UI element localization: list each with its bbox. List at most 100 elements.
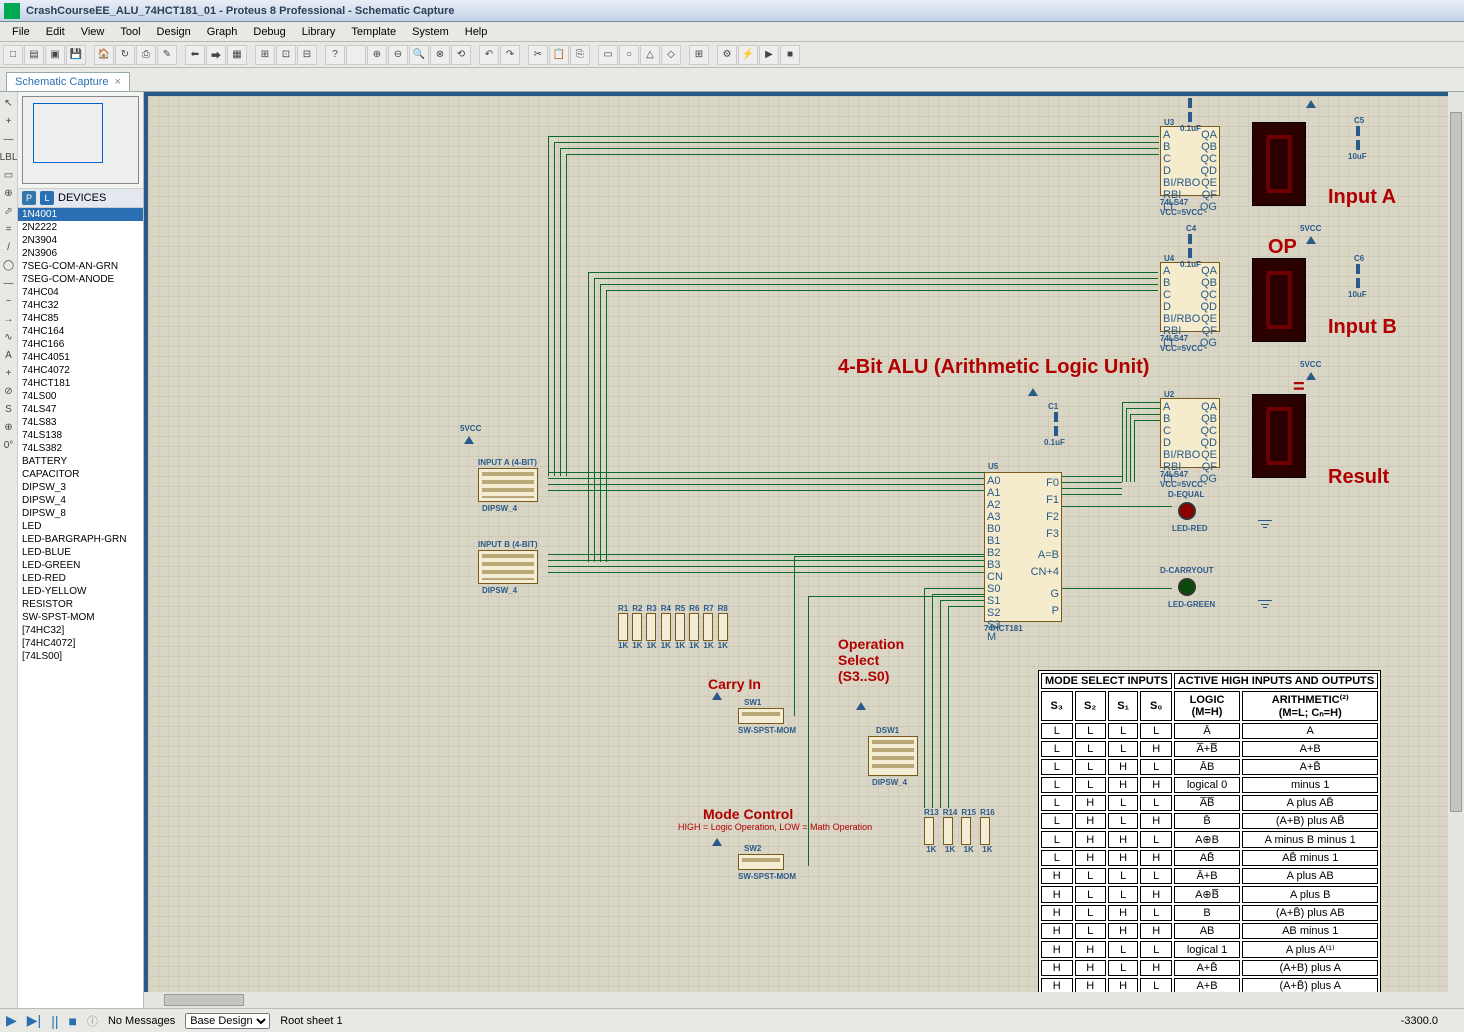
vtool-7[interactable]: =	[2, 222, 16, 236]
menu-template[interactable]: Template	[343, 24, 404, 40]
dipsw-op-select[interactable]	[868, 736, 918, 776]
h-scroll-thumb[interactable]	[164, 994, 244, 1006]
menu-library[interactable]: Library	[294, 24, 344, 40]
vtool-18[interactable]: ⊕	[2, 420, 16, 434]
vtool-2[interactable]: —	[2, 132, 16, 146]
device-item[interactable]: 74HC4072	[18, 364, 143, 377]
toolbar-btn-38[interactable]: ⊞	[689, 45, 709, 65]
overview-map[interactable]	[22, 96, 139, 184]
chip-alu-74hct181[interactable]: A0A1A2A3B0B1B2B3CNS0S1S2S3MF0F1F2F3A=BCN…	[984, 472, 1062, 622]
toolbar-btn-16[interactable]: ⊟	[297, 45, 317, 65]
device-item[interactable]: 74LS83	[18, 416, 143, 429]
play-icon[interactable]: ▶	[6, 1012, 17, 1029]
toolbar-btn-20[interactable]: ⊕	[367, 45, 387, 65]
toolbar-btn-1[interactable]: ▤	[24, 45, 44, 65]
toolbar-btn-35[interactable]: △	[640, 45, 660, 65]
l-icon[interactable]: L	[40, 191, 54, 205]
chip-decoder-u3[interactable]: ABCDBI/RBORBILTQAQBQCQDQEQFQG	[1160, 126, 1220, 196]
menu-view[interactable]: View	[73, 24, 113, 40]
device-item[interactable]: [74HC32]	[18, 624, 143, 637]
device-item[interactable]: 74HC32	[18, 299, 143, 312]
vtool-11[interactable]: ~	[2, 294, 16, 308]
switch-mode[interactable]	[738, 854, 784, 870]
toolbar-btn-31[interactable]: ⎘	[570, 45, 590, 65]
device-item[interactable]: DIPSW_4	[18, 494, 143, 507]
vtool-13[interactable]: ∿	[2, 330, 16, 344]
toolbar-btn-11[interactable]: ⮕	[206, 45, 226, 65]
vtool-9[interactable]: ◯	[2, 258, 16, 272]
vtool-5[interactable]: ⊕	[2, 186, 16, 200]
device-item[interactable]: 2N3906	[18, 247, 143, 260]
device-item[interactable]: 74HCT181	[18, 377, 143, 390]
toolbar-btn-14[interactable]: ⊞	[255, 45, 275, 65]
toolbar-btn-6[interactable]: ↻	[115, 45, 135, 65]
device-item[interactable]: 74HC85	[18, 312, 143, 325]
toolbar-btn-29[interactable]: ✂	[528, 45, 548, 65]
device-item[interactable]: BATTERY	[18, 455, 143, 468]
device-item[interactable]: 74HC166	[18, 338, 143, 351]
toolbar-btn-3[interactable]: 💾	[66, 45, 86, 65]
vtool-19[interactable]: 0°	[2, 438, 16, 452]
toolbar-btn-12[interactable]: ▦	[227, 45, 247, 65]
menu-tool[interactable]: Tool	[112, 24, 148, 40]
toolbar-btn-2[interactable]: ▣	[45, 45, 65, 65]
toolbar-btn-43[interactable]: ■	[780, 45, 800, 65]
toolbar-btn-0[interactable]: □	[3, 45, 23, 65]
vtool-6[interactable]: ⬀	[2, 204, 16, 218]
toolbar-btn-24[interactable]: ⟲	[451, 45, 471, 65]
device-item[interactable]: 7SEG-COM-AN-GRN	[18, 260, 143, 273]
toolbar-btn-26[interactable]: ↶	[479, 45, 499, 65]
toolbar-btn-15[interactable]: ⊡	[276, 45, 296, 65]
canvas-h-scrollbar[interactable]	[144, 992, 1464, 1008]
toolbar-btn-40[interactable]: ⚙	[717, 45, 737, 65]
toolbar-btn-10[interactable]: ⬅	[185, 45, 205, 65]
toolbar-btn-42[interactable]: ▶	[759, 45, 779, 65]
v-scroll-thumb[interactable]	[1450, 112, 1462, 812]
dipsw-input-b[interactable]	[478, 550, 538, 584]
devices-list[interactable]: 1N40012N22222N39042N39067SEG-COM-AN-GRN7…	[18, 208, 143, 1008]
toolbar-btn-23[interactable]: ⊗	[430, 45, 450, 65]
toolbar-btn-8[interactable]: ✎	[157, 45, 177, 65]
p-icon[interactable]: P	[22, 191, 36, 205]
menu-edit[interactable]: Edit	[38, 24, 73, 40]
vtool-4[interactable]: ▭	[2, 168, 16, 182]
menu-design[interactable]: Design	[149, 24, 199, 40]
toolbar-btn-30[interactable]: 📋	[549, 45, 569, 65]
vtool-0[interactable]: ↖	[2, 96, 16, 110]
design-select[interactable]: Base Design	[185, 1013, 270, 1029]
menu-help[interactable]: Help	[457, 24, 496, 40]
device-item[interactable]: 74LS382	[18, 442, 143, 455]
toolbar-btn-22[interactable]: 🔍	[409, 45, 429, 65]
toolbar-btn-41[interactable]: ⚡	[738, 45, 758, 65]
chip-decoder-u4[interactable]: ABCDBI/RBORBILTQAQBQCQDQEQFQG	[1160, 262, 1220, 332]
device-item[interactable]: 74HC4051	[18, 351, 143, 364]
pause-icon[interactable]: ||	[51, 1013, 58, 1029]
overview-viewport[interactable]	[33, 103, 103, 163]
chip-decoder-u2[interactable]: ABCDBI/RBORBILTQAQBQCQDQEQFQG	[1160, 398, 1220, 468]
vtool-15[interactable]: +	[2, 366, 16, 380]
device-item[interactable]: DIPSW_8	[18, 507, 143, 520]
vtool-12[interactable]: →	[2, 312, 16, 326]
menu-debug[interactable]: Debug	[245, 24, 293, 40]
stop-icon[interactable]: ■	[68, 1013, 76, 1029]
dipsw-input-a[interactable]	[478, 468, 538, 502]
device-item[interactable]: LED-GREEN	[18, 559, 143, 572]
device-item[interactable]: 74LS138	[18, 429, 143, 442]
toolbar-btn-33[interactable]: ▭	[598, 45, 618, 65]
tab-close-icon[interactable]: ×	[115, 76, 121, 88]
step-icon[interactable]: ▶|	[27, 1012, 41, 1029]
vtool-17[interactable]: S	[2, 402, 16, 416]
device-item[interactable]: 74LS47	[18, 403, 143, 416]
device-item[interactable]: 1N4001	[18, 208, 143, 221]
toolbar-btn-34[interactable]: ○	[619, 45, 639, 65]
toolbar-btn-19[interactable]	[346, 45, 366, 65]
menu-system[interactable]: System	[404, 24, 457, 40]
toolbar-btn-27[interactable]: ↷	[500, 45, 520, 65]
device-item[interactable]: [74LS00]	[18, 650, 143, 663]
device-item[interactable]: DIPSW_3	[18, 481, 143, 494]
vtool-8[interactable]: /	[2, 240, 16, 254]
toolbar-btn-21[interactable]: ⊖	[388, 45, 408, 65]
device-item[interactable]: LED-YELLOW	[18, 585, 143, 598]
device-item[interactable]: SW-SPST-MOM	[18, 611, 143, 624]
vtool-16[interactable]: ⊘	[2, 384, 16, 398]
